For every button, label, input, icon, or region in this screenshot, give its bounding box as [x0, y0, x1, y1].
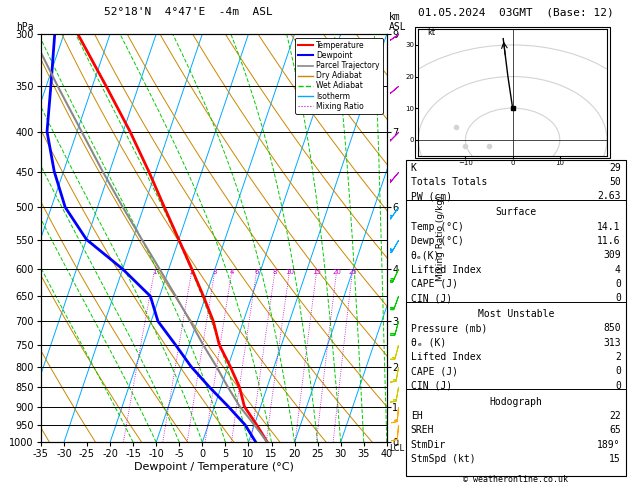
- Text: 3: 3: [213, 269, 218, 275]
- Text: 15: 15: [313, 269, 321, 275]
- Text: km
ASL: km ASL: [389, 12, 406, 32]
- Text: StmDir: StmDir: [411, 439, 446, 450]
- Text: 313: 313: [603, 338, 621, 347]
- Text: 14.1: 14.1: [598, 222, 621, 232]
- Text: Pressure (mb): Pressure (mb): [411, 323, 487, 333]
- Text: 309: 309: [603, 250, 621, 260]
- Text: 189°: 189°: [598, 439, 621, 450]
- Text: CIN (J): CIN (J): [411, 381, 452, 391]
- Text: 1: 1: [152, 269, 157, 275]
- Text: 2.63: 2.63: [598, 191, 621, 202]
- Text: 52°18'N  4°47'E  -4m  ASL: 52°18'N 4°47'E -4m ASL: [104, 7, 273, 17]
- Text: 25: 25: [348, 269, 357, 275]
- Text: Lifted Index: Lifted Index: [411, 264, 481, 275]
- Text: 0: 0: [615, 293, 621, 303]
- Text: Most Unstable: Most Unstable: [477, 309, 554, 319]
- Text: 22: 22: [609, 411, 621, 421]
- Text: 4: 4: [230, 269, 235, 275]
- Y-axis label: Mixing Ratio (g/kg): Mixing Ratio (g/kg): [436, 195, 445, 281]
- Text: K: K: [411, 163, 416, 173]
- Text: CAPE (J): CAPE (J): [411, 279, 458, 289]
- Text: Hodograph: Hodograph: [489, 397, 542, 406]
- Text: StmSpd (kt): StmSpd (kt): [411, 454, 476, 464]
- Text: 8: 8: [273, 269, 277, 275]
- Text: θₑ (K): θₑ (K): [411, 338, 446, 347]
- Text: kt: kt: [428, 29, 436, 37]
- Text: 2: 2: [615, 352, 621, 362]
- Text: © weatheronline.co.uk: © weatheronline.co.uk: [464, 474, 568, 484]
- Text: 50: 50: [609, 177, 621, 187]
- Text: Totals Totals: Totals Totals: [411, 177, 487, 187]
- Text: LCL: LCL: [389, 444, 404, 453]
- Text: CIN (J): CIN (J): [411, 293, 452, 303]
- Text: CAPE (J): CAPE (J): [411, 366, 458, 376]
- Text: PW (cm): PW (cm): [411, 191, 452, 202]
- Text: 29: 29: [609, 163, 621, 173]
- Text: 11.6: 11.6: [598, 236, 621, 246]
- Text: 10: 10: [285, 269, 294, 275]
- Text: 15: 15: [609, 454, 621, 464]
- Text: 01.05.2024  03GMT  (Base: 12): 01.05.2024 03GMT (Base: 12): [418, 7, 614, 17]
- Text: 2: 2: [190, 269, 194, 275]
- Legend: Temperature, Dewpoint, Parcel Trajectory, Dry Adiabat, Wet Adiabat, Isotherm, Mi: Temperature, Dewpoint, Parcel Trajectory…: [295, 38, 383, 114]
- Text: θₑ(K): θₑ(K): [411, 250, 440, 260]
- Text: 0: 0: [615, 366, 621, 376]
- Text: 65: 65: [609, 425, 621, 435]
- Text: 0: 0: [615, 279, 621, 289]
- Text: Temp (°C): Temp (°C): [411, 222, 464, 232]
- Text: 4: 4: [615, 264, 621, 275]
- X-axis label: Dewpoint / Temperature (°C): Dewpoint / Temperature (°C): [134, 462, 294, 472]
- Text: 20: 20: [333, 269, 342, 275]
- Text: Dewp (°C): Dewp (°C): [411, 236, 464, 246]
- Text: Surface: Surface: [495, 207, 537, 217]
- Text: SREH: SREH: [411, 425, 434, 435]
- Text: 0: 0: [615, 381, 621, 391]
- Text: 6: 6: [255, 269, 259, 275]
- Text: EH: EH: [411, 411, 423, 421]
- Text: hPa: hPa: [16, 21, 33, 32]
- Text: 850: 850: [603, 323, 621, 333]
- Text: Lifted Index: Lifted Index: [411, 352, 481, 362]
